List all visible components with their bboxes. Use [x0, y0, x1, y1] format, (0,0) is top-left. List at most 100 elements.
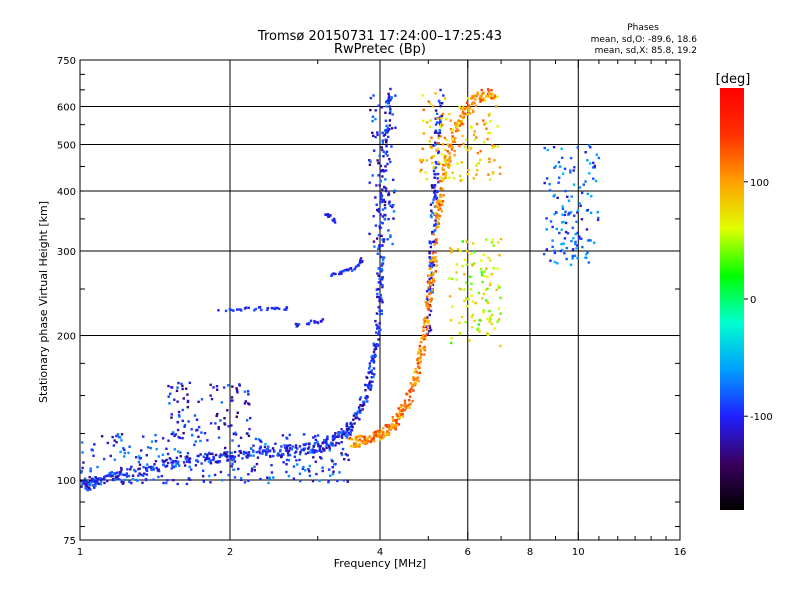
data-point	[370, 369, 374, 372]
data-point	[176, 428, 180, 432]
data-point	[250, 467, 254, 470]
data-point	[480, 271, 484, 274]
data-point	[162, 463, 165, 466]
data-point	[302, 465, 305, 469]
data-point	[440, 102, 444, 105]
data-point	[491, 238, 494, 241]
data-point	[413, 370, 416, 374]
data-point	[233, 450, 237, 454]
data-point	[424, 337, 427, 341]
data-point	[420, 168, 423, 172]
data-point	[176, 420, 179, 424]
data-point	[257, 438, 260, 441]
data-point	[473, 101, 476, 105]
data-point	[361, 404, 364, 407]
data-point	[478, 330, 481, 333]
data-point	[489, 282, 492, 285]
data-point	[441, 178, 444, 182]
data-point	[106, 441, 109, 445]
data-point	[495, 288, 498, 292]
data-point	[441, 199, 445, 203]
data-point	[561, 221, 564, 224]
data-point	[455, 263, 458, 266]
data-point	[308, 474, 312, 477]
data-point	[200, 431, 203, 434]
data-point	[373, 348, 376, 351]
data-point	[91, 477, 94, 481]
data-point	[566, 195, 569, 199]
data-point	[439, 88, 442, 92]
data-point	[170, 467, 173, 470]
data-point	[331, 466, 334, 469]
data-point	[382, 238, 386, 241]
data-point	[390, 96, 393, 99]
data-point	[137, 460, 141, 464]
data-point	[161, 459, 164, 462]
data-point	[375, 327, 379, 330]
data-point	[121, 473, 124, 476]
data-point	[459, 288, 463, 291]
data-point	[586, 159, 589, 162]
data-point	[437, 132, 440, 135]
data-point	[400, 409, 404, 413]
data-point	[462, 109, 465, 113]
data-point	[398, 412, 401, 415]
data-point	[214, 422, 217, 425]
phase-box-line-x: mean, sd,X: 85.8, 19.2	[595, 46, 697, 56]
data-point	[89, 488, 92, 491]
data-point	[200, 462, 203, 465]
data-point	[437, 147, 440, 151]
data-point	[553, 166, 556, 169]
data-point	[94, 476, 98, 479]
data-point	[209, 394, 212, 397]
data-point	[375, 203, 378, 206]
data-point	[340, 435, 343, 438]
data-point	[270, 306, 274, 310]
data-point	[152, 478, 155, 481]
data-point	[392, 203, 395, 207]
data-point	[492, 97, 495, 100]
data-point	[351, 269, 354, 272]
data-point	[378, 245, 381, 248]
data-point	[469, 288, 473, 291]
data-point	[409, 382, 412, 385]
data-point	[434, 195, 438, 198]
data-point	[316, 320, 319, 324]
data-point	[125, 474, 128, 477]
data-point	[370, 359, 373, 363]
data-point	[161, 453, 165, 457]
data-point	[215, 385, 219, 388]
data-point	[376, 208, 379, 212]
data-point	[382, 256, 386, 259]
data-point	[380, 299, 384, 302]
data-point	[434, 193, 437, 196]
data-point	[82, 461, 85, 464]
data-point	[551, 239, 554, 242]
data-point	[115, 475, 118, 478]
data-point	[576, 146, 579, 149]
data-point	[423, 353, 426, 356]
data-point	[392, 419, 395, 423]
data-point	[421, 94, 424, 97]
data-point	[371, 119, 374, 123]
data-point	[368, 365, 372, 368]
data-point	[388, 124, 391, 127]
data-point	[437, 202, 441, 205]
data-point	[389, 234, 392, 237]
data-point	[589, 146, 592, 149]
data-point	[144, 466, 148, 470]
data-point	[377, 295, 380, 299]
data-point	[266, 308, 269, 312]
data-point	[281, 434, 285, 437]
data-point	[457, 129, 460, 132]
data-point	[359, 409, 362, 413]
data-point	[209, 459, 212, 462]
data-point	[130, 481, 133, 485]
data-point	[184, 387, 188, 390]
data-point	[351, 426, 354, 429]
data-point	[400, 404, 403, 407]
data-point	[396, 423, 399, 427]
data-point	[358, 445, 361, 448]
data-point	[389, 87, 392, 91]
